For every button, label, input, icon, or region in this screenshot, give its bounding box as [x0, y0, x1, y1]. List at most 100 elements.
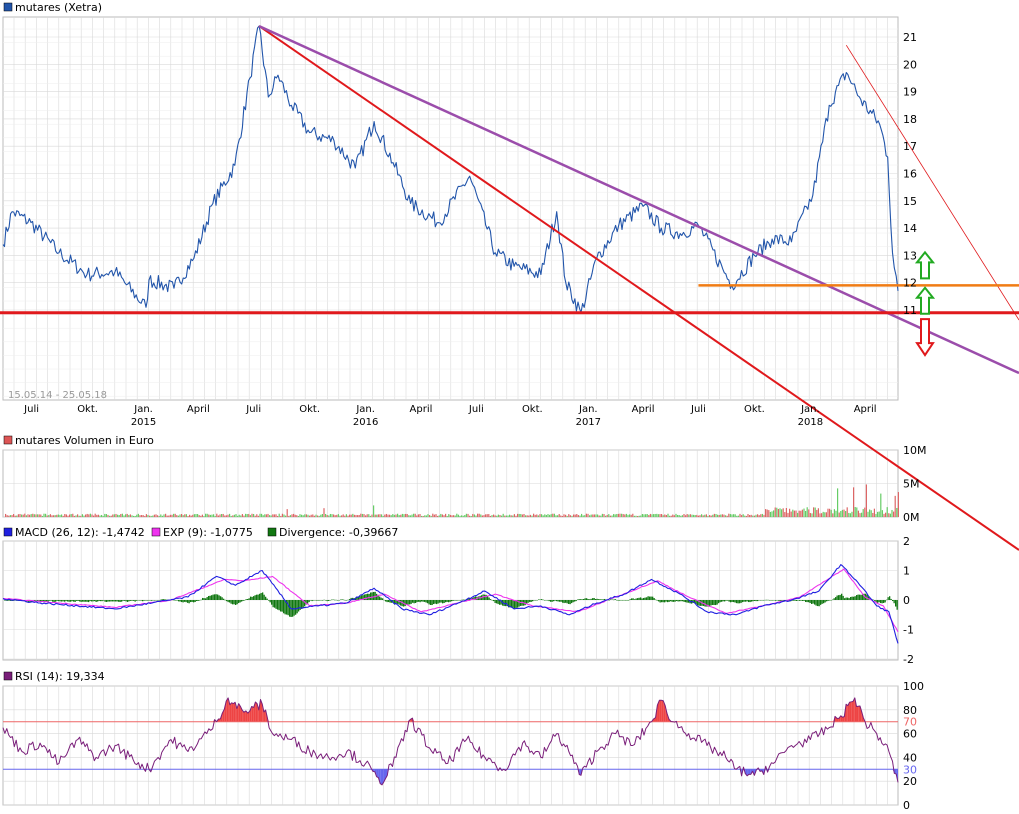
- divergence-bar: [749, 600, 751, 603]
- price-y-tick: 11: [903, 304, 917, 317]
- volume-bar: [128, 514, 130, 517]
- divergence-bar: [344, 600, 346, 601]
- divergence-bar: [131, 600, 133, 601]
- volume-bar: [192, 514, 194, 517]
- volume-bar: [38, 514, 40, 517]
- volume-bar: [163, 514, 165, 517]
- volume-bar: [312, 514, 314, 517]
- divergence-bar: [800, 600, 802, 601]
- divergence-bar: [182, 600, 184, 603]
- divergence-bar: [448, 600, 450, 603]
- divergence-bar: [338, 600, 340, 601]
- divergence-bar: [598, 599, 600, 600]
- volume-bar: [182, 515, 184, 517]
- divergence-bar: [752, 600, 754, 602]
- divergence-bar: [712, 600, 714, 605]
- divergence-bar: [257, 594, 259, 600]
- volume-bar: [558, 514, 560, 517]
- divergence-legend-label: Divergence: -0,39667: [279, 526, 398, 539]
- volume-bar: [217, 515, 219, 517]
- volume-bar: [624, 514, 626, 517]
- divergence-bar: [836, 595, 838, 600]
- rsi-y-tick: 40: [903, 751, 917, 764]
- divergence-bar: [535, 600, 537, 601]
- divergence-bar: [613, 599, 615, 601]
- volume-bar: [785, 508, 787, 517]
- x-month-label: Juli: [468, 404, 484, 415]
- volume-bar: [611, 515, 613, 517]
- volume-bar: [515, 515, 517, 517]
- divergence-bar: [356, 596, 358, 600]
- divergence-bar: [674, 600, 676, 602]
- divergence-bar: [673, 600, 675, 602]
- divergence-bar: [409, 600, 411, 605]
- volume-bar: [853, 487, 855, 517]
- divergence-bar: [763, 599, 765, 601]
- volume-bar: [11, 515, 13, 517]
- rsi-overbought-fill: [849, 701, 852, 722]
- volume-bar: [790, 511, 792, 517]
- divergence-bar: [863, 593, 865, 600]
- divergence-bar: [211, 595, 213, 600]
- divergence-bar: [439, 600, 441, 603]
- volume-bar: [187, 515, 189, 517]
- volume-bar: [144, 515, 146, 517]
- volume-bar: [750, 514, 752, 517]
- arrow-up-green: [914, 286, 936, 315]
- volume-bar: [59, 514, 61, 517]
- volume-bar: [118, 515, 120, 517]
- volume-bar: [365, 515, 367, 517]
- volume-bar: [641, 514, 643, 517]
- volume-bar: [445, 513, 447, 517]
- divergence-bar: [637, 598, 639, 600]
- divergence-bar: [601, 599, 603, 600]
- volume-bar: [819, 513, 821, 517]
- volume-bar: [773, 510, 775, 517]
- divergence-bar: [239, 600, 241, 603]
- volume-bar: [403, 514, 405, 517]
- divergence-bar: [160, 599, 162, 601]
- divergence-bar: [79, 600, 81, 602]
- volume-bars: [5, 484, 899, 517]
- volume-bar: [86, 513, 88, 517]
- divergence-bar: [404, 600, 406, 607]
- volume-bar: [896, 507, 898, 517]
- divergence-bar: [73, 600, 75, 602]
- divergence-bar: [458, 600, 460, 601]
- price-y-tick: 14: [903, 222, 917, 235]
- rsi-overbought-fill: [410, 718, 413, 722]
- volume-bar: [531, 515, 533, 517]
- volume-bar: [630, 514, 632, 517]
- divergence-bar: [661, 600, 663, 603]
- rsi-overbought-fill: [260, 699, 263, 722]
- volume-bar: [85, 514, 87, 517]
- volume-y-tick: 5M: [903, 478, 920, 491]
- divergence-bar: [367, 593, 369, 600]
- volume-bar: [368, 514, 370, 517]
- divergence-bar: [631, 598, 633, 600]
- divergence-bar: [389, 600, 391, 603]
- divergence-bar: [890, 598, 892, 600]
- price-legend-swatch: [3, 2, 13, 12]
- volume-bar: [53, 515, 55, 517]
- volume-bar: [469, 515, 471, 517]
- volume-bar: [80, 515, 82, 517]
- volume-bar: [621, 513, 623, 517]
- volume-bar: [214, 515, 216, 517]
- volume-bar: [17, 514, 19, 517]
- series-lines: [2, 25, 899, 786]
- divergence-bar: [580, 599, 582, 600]
- divergence-bar: [884, 600, 886, 603]
- divergence-bar: [53, 600, 55, 603]
- volume-bar: [517, 513, 519, 517]
- volume-bar: [272, 514, 274, 517]
- volume-bar: [254, 515, 256, 517]
- divergence-bar: [265, 596, 267, 600]
- divergence-bar: [434, 600, 436, 604]
- rsi-overbought-fill: [661, 700, 664, 722]
- divergence-bar: [128, 600, 130, 602]
- divergence-bar: [793, 600, 795, 601]
- volume-bar: [416, 515, 418, 517]
- divergence-bar: [686, 600, 688, 603]
- divergence-bar: [856, 595, 858, 600]
